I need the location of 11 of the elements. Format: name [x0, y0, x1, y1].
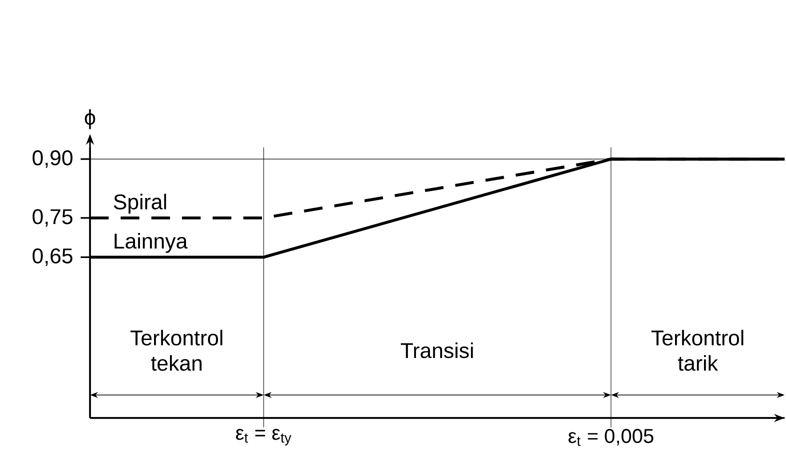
x-tick-label: ε$_{t}$ = ε$_{ty}$ [236, 428, 292, 446]
annotation: Transisi [400, 342, 473, 358]
series-label: Lainnya [114, 233, 188, 253]
annotation: Terkontrol tekan [130, 330, 222, 371]
series-label: Spiral [114, 194, 166, 214]
y-tick-label: 0,90 [32, 150, 72, 168]
y-tick-label: 0,65 [32, 248, 72, 266]
annotation: Terkontrol tarik [651, 330, 744, 371]
x-tick-label: ε$_{t}$ = 0,005 [568, 428, 654, 446]
y-tick-label: 0,75 [32, 209, 72, 227]
y-axis-title: ϕ [84, 109, 96, 130]
